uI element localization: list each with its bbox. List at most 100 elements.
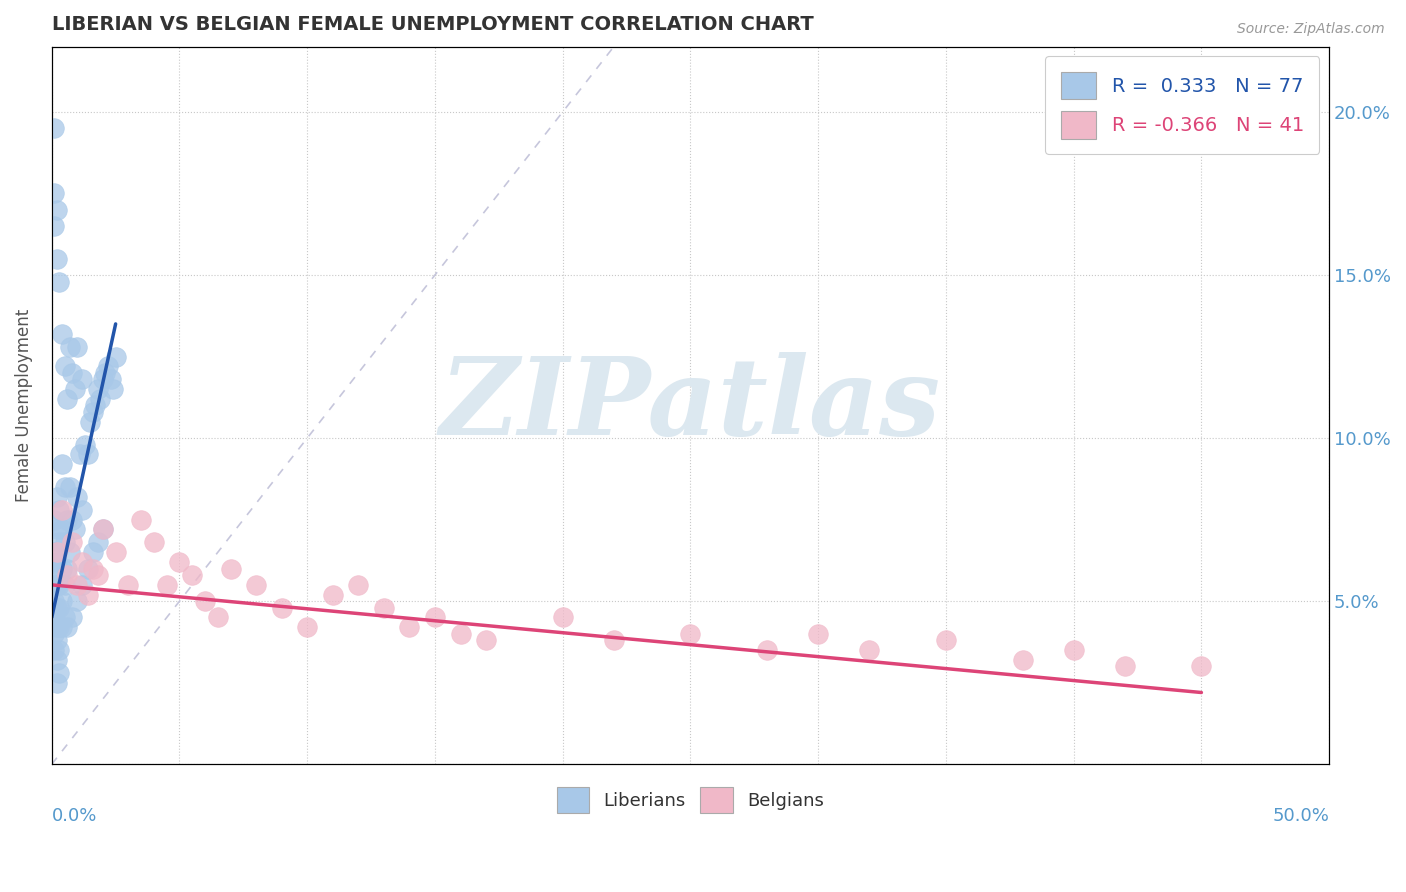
- Point: [117, 578, 139, 592]
- Point: [104, 350, 127, 364]
- Point: [373, 600, 395, 615]
- Point: [51, 503, 73, 517]
- Point: [60, 366, 83, 380]
- Point: [44, 219, 66, 233]
- Point: [51, 561, 73, 575]
- Point: [59, 545, 82, 559]
- Point: [219, 561, 242, 575]
- Point: [91, 523, 114, 537]
- Point: [1189, 659, 1212, 673]
- Point: [48, 600, 70, 615]
- Point: [51, 326, 73, 341]
- Point: [79, 415, 101, 429]
- Point: [1114, 659, 1136, 673]
- Point: [48, 275, 70, 289]
- Point: [91, 372, 114, 386]
- Text: ZIPatlas: ZIPatlas: [440, 352, 941, 458]
- Point: [56, 568, 79, 582]
- Point: [56, 561, 79, 575]
- Point: [45, 202, 67, 217]
- Point: [72, 503, 94, 517]
- Point: [44, 561, 66, 575]
- Point: [45, 490, 67, 504]
- Point: [76, 561, 98, 575]
- Point: [347, 578, 370, 592]
- Point: [51, 594, 73, 608]
- Point: [1011, 653, 1033, 667]
- Point: [59, 480, 82, 494]
- Point: [66, 490, 89, 504]
- Point: [63, 523, 86, 537]
- Point: [48, 503, 70, 517]
- Point: [82, 405, 104, 419]
- Point: [270, 600, 292, 615]
- Point: [51, 620, 73, 634]
- Point: [44, 186, 66, 201]
- Point: [60, 513, 83, 527]
- Legend: Liberians, Belgians: Liberians, Belgians: [550, 780, 831, 820]
- Point: [59, 340, 82, 354]
- Point: [45, 523, 67, 537]
- Point: [76, 588, 98, 602]
- Point: [91, 523, 114, 537]
- Point: [156, 578, 179, 592]
- Point: [82, 561, 104, 575]
- Point: [56, 392, 79, 406]
- Point: [858, 643, 880, 657]
- Point: [1063, 643, 1085, 657]
- Point: [94, 366, 117, 380]
- Point: [935, 633, 957, 648]
- Point: [72, 372, 94, 386]
- Point: [475, 633, 498, 648]
- Point: [44, 610, 66, 624]
- Point: [181, 568, 204, 582]
- Point: [72, 578, 94, 592]
- Text: 50.0%: 50.0%: [1272, 807, 1329, 825]
- Point: [169, 555, 191, 569]
- Point: [44, 578, 66, 592]
- Point: [48, 643, 70, 657]
- Point: [245, 578, 267, 592]
- Point: [322, 588, 344, 602]
- Point: [45, 653, 67, 667]
- Point: [63, 382, 86, 396]
- Point: [53, 480, 76, 494]
- Point: [45, 675, 67, 690]
- Point: [48, 665, 70, 680]
- Point: [423, 610, 446, 624]
- Point: [398, 620, 420, 634]
- Point: [97, 359, 120, 374]
- Point: [679, 627, 702, 641]
- Point: [76, 447, 98, 461]
- Point: [104, 545, 127, 559]
- Point: [44, 545, 66, 559]
- Point: [84, 399, 107, 413]
- Point: [297, 620, 319, 634]
- Point: [69, 447, 91, 461]
- Point: [87, 382, 110, 396]
- Point: [194, 594, 217, 608]
- Point: [48, 620, 70, 634]
- Point: [101, 382, 124, 396]
- Point: [66, 578, 89, 592]
- Point: [44, 627, 66, 641]
- Point: [44, 121, 66, 136]
- Point: [72, 555, 94, 569]
- Point: [551, 610, 574, 624]
- Point: [66, 594, 89, 608]
- Point: [51, 523, 73, 537]
- Point: [66, 340, 89, 354]
- Point: [45, 578, 67, 592]
- Text: Source: ZipAtlas.com: Source: ZipAtlas.com: [1237, 22, 1385, 37]
- Point: [51, 457, 73, 471]
- Point: [450, 627, 472, 641]
- Point: [53, 578, 76, 592]
- Point: [44, 513, 66, 527]
- Point: [87, 535, 110, 549]
- Text: 0.0%: 0.0%: [52, 807, 97, 825]
- Point: [53, 610, 76, 624]
- Y-axis label: Female Unemployment: Female Unemployment: [15, 309, 32, 502]
- Point: [207, 610, 229, 624]
- Point: [44, 643, 66, 657]
- Point: [89, 392, 111, 406]
